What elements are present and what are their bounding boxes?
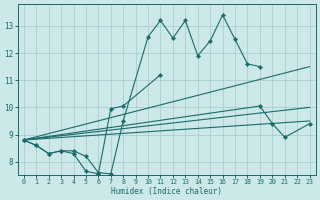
X-axis label: Humidex (Indice chaleur): Humidex (Indice chaleur) <box>111 187 222 196</box>
